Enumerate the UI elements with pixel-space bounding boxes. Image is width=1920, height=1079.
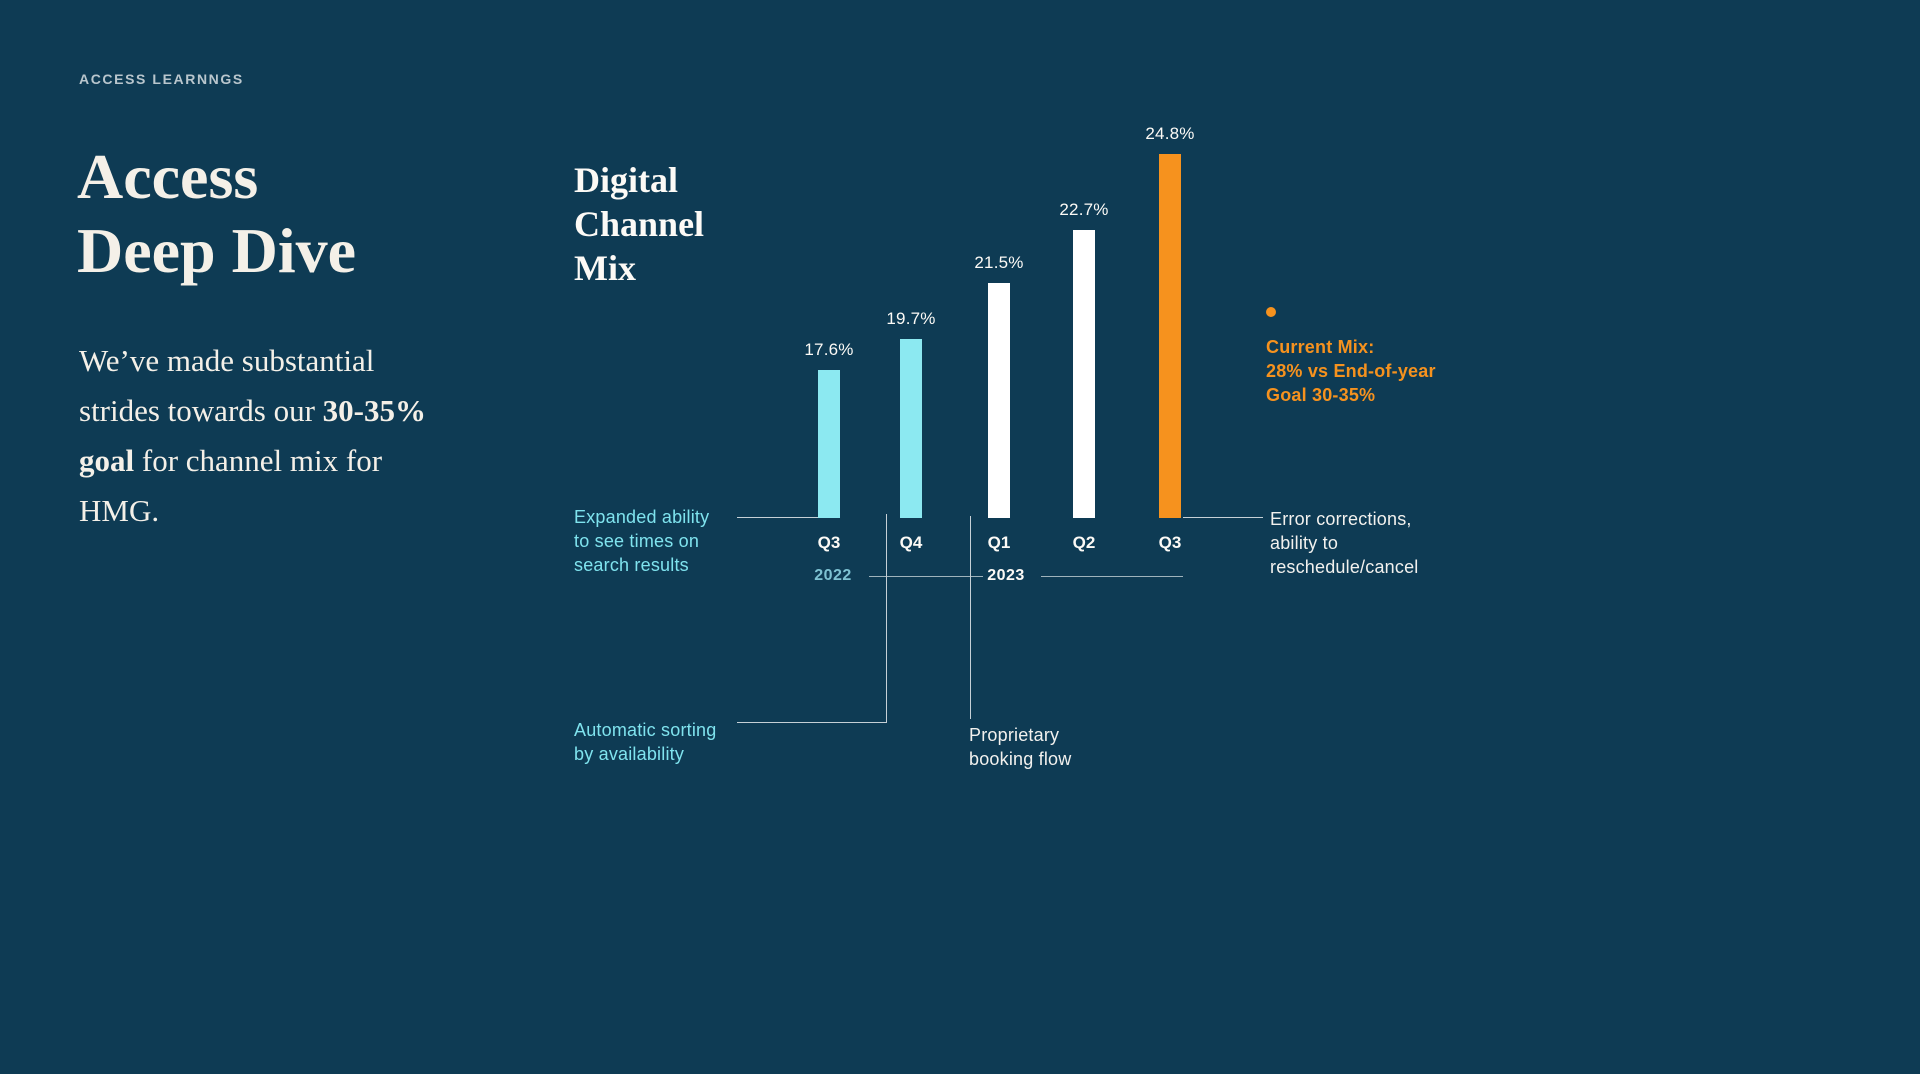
bar (818, 370, 840, 518)
connector-line-expanded (737, 517, 818, 518)
bar-value-label: 21.5% (974, 253, 1024, 272)
bar-value-label: 19.7% (886, 309, 936, 328)
bar-category-label: Q1 (987, 533, 1011, 552)
annotation-proprietary-booking: Proprietary booking flow (969, 725, 1072, 769)
intro-text-pre: We’ve made substantial strides towards o… (79, 343, 375, 428)
page-title: Access Deep Dive (77, 141, 357, 286)
bar-category-label: Q3 (817, 533, 841, 552)
bar-group: 19.7% Q4 (871, 309, 951, 552)
annotation-current-mix: Current Mix: 28% vs End-of-year Goal 30-… (1266, 337, 1436, 405)
chart-title: Digital Channel Mix (574, 160, 705, 288)
year-divider-line (1041, 576, 1183, 577)
intro-text-post: for channel mix for HMG. (79, 443, 383, 528)
bar (1159, 154, 1181, 518)
bar (988, 283, 1010, 518)
connector-line-automatic-vertical (886, 514, 887, 723)
year-label-2022: 2022 (814, 567, 852, 584)
connector-line-error (1183, 517, 1263, 518)
bar-category-label: Q3 (1158, 533, 1182, 552)
bar-value-label: 22.7% (1059, 200, 1109, 219)
intro-text-goal: 30-35% goal (79, 393, 426, 478)
intro-paragraph: We’ve made substantial strides towards o… (79, 336, 451, 536)
annotation-error-corrections: Error corrections, ability to reschedule… (1270, 509, 1419, 577)
bar-category-label: Q2 (1072, 533, 1096, 552)
year-label-2023: 2023 (987, 567, 1025, 584)
bar-group: 17.6% Q3 (789, 340, 869, 552)
bar-group: 22.7% Q2 (1044, 200, 1124, 552)
bar (1073, 230, 1095, 518)
bar-value-label: 17.6% (804, 340, 854, 359)
current-mix-bullet-dot (1266, 307, 1276, 317)
eyebrow-label: ACCESS LEARNNGS (79, 71, 244, 87)
connector-line-proprietary-vertical (970, 516, 971, 719)
bar-group: 21.5% Q1 (959, 253, 1039, 552)
annotation-expanded-ability: Expanded ability to see times on search … (574, 507, 710, 575)
connector-line-automatic-horizontal (737, 722, 886, 723)
annotation-automatic-sorting: Automatic sorting by availability (574, 720, 717, 764)
bar (900, 339, 922, 518)
bar-group: 24.8% Q3 (1130, 124, 1210, 552)
year-divider-line (869, 576, 983, 577)
bar-category-label: Q4 (899, 533, 923, 552)
bar-value-label: 24.8% (1145, 124, 1195, 143)
bottom-border-strip (0, 1074, 1920, 1079)
